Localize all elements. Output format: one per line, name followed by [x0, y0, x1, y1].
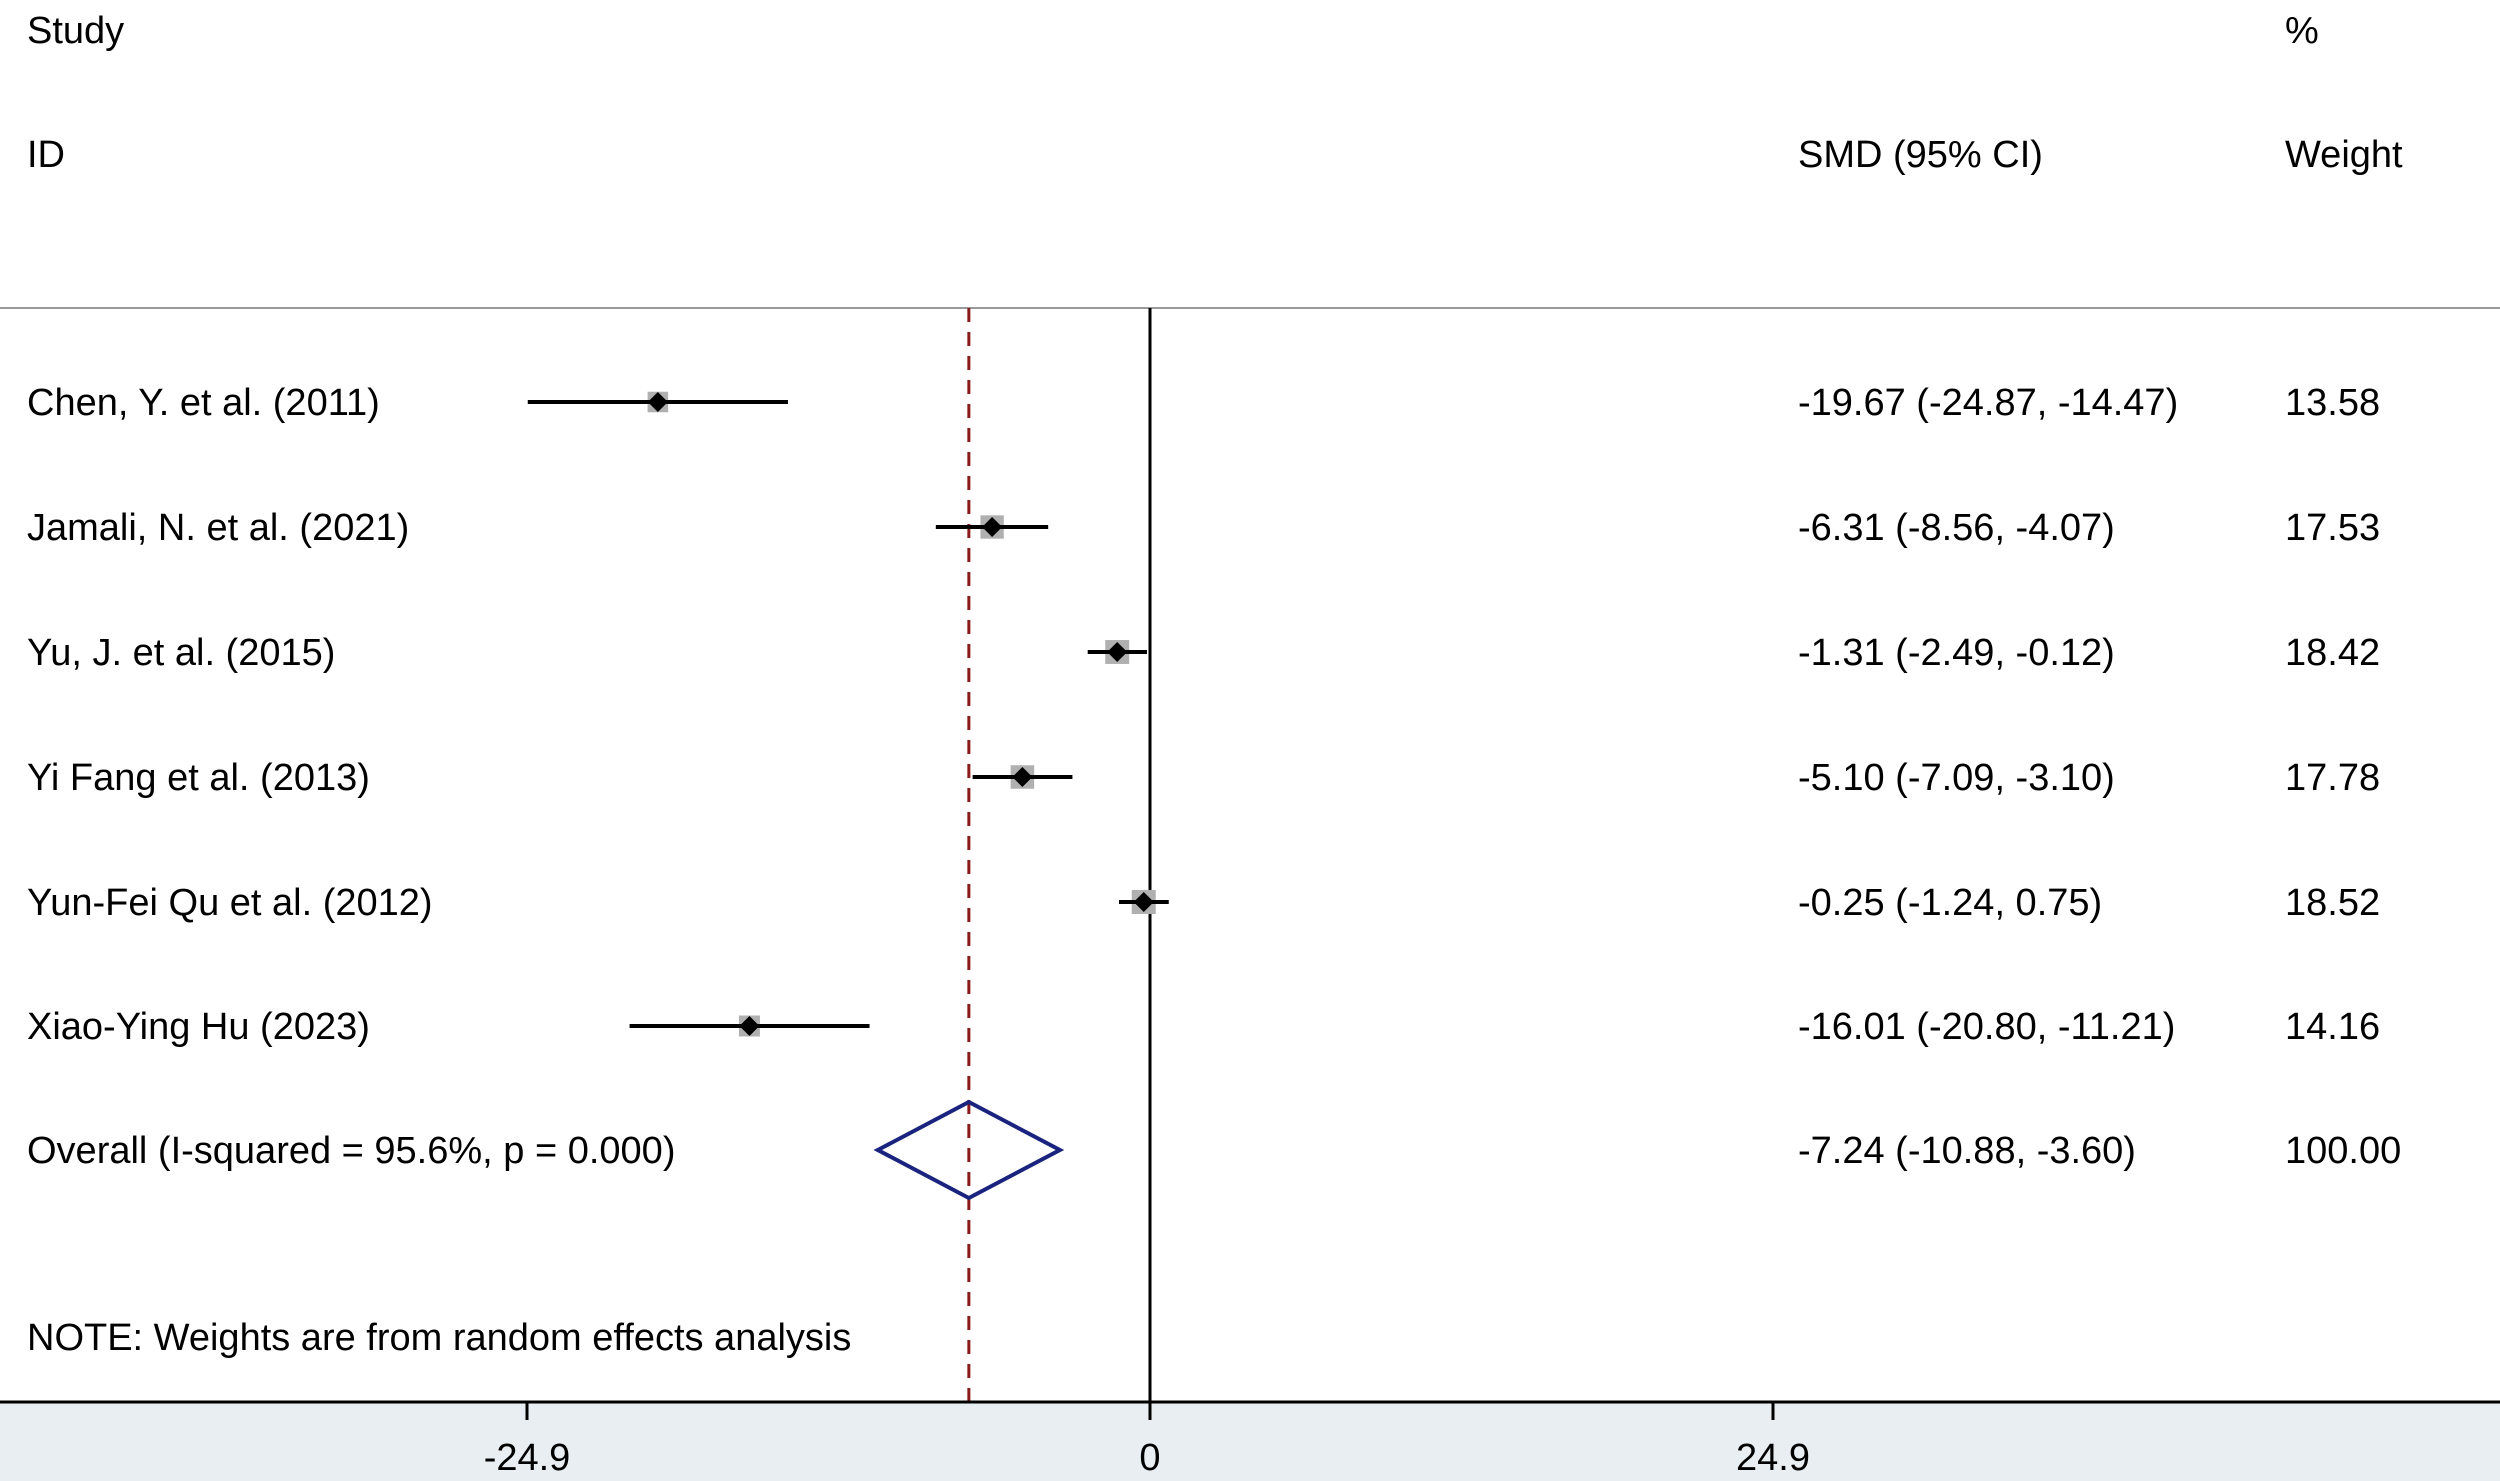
study-row: Yu, J. et al. (2015) -1.31 (-2.49, -0.12)… — [27, 632, 2380, 674]
study-label: Yi Fang et al. (2013) — [27, 757, 370, 799]
weight-text: 18.52 — [2285, 882, 2380, 924]
weight-text: 17.53 — [2285, 507, 2380, 549]
header-id: ID — [27, 134, 65, 176]
study-label: Xiao-Ying Hu (2023) — [27, 1006, 370, 1048]
point-estimate — [739, 1016, 760, 1036]
study-row: Chen, Y. et al. (2011) -19.67 (-24.87, -1… — [27, 382, 2380, 424]
axis-band — [0, 1402, 2500, 1481]
point-estimate — [1012, 767, 1033, 787]
overall-label: Overall (I-squared = 95.6%, p = 0.000) — [27, 1130, 675, 1172]
study-row: Yun-Fei Qu et al. (2012) -0.25 (-1.24, 0.… — [27, 882, 2380, 924]
study-label: Chen, Y. et al. (2011) — [27, 382, 380, 424]
point-estimate — [982, 517, 1003, 537]
ci-text: -19.67 (-24.87, -14.47) — [1798, 382, 2178, 424]
overall-row: Overall (I-squared = 95.6%, p = 0.000) -7… — [27, 1099, 2401, 1201]
study-label: Jamali, N. et al. (2021) — [27, 507, 409, 549]
overall-ci-text: -7.24 (-10.88, -3.60) — [1798, 1130, 2136, 1172]
study-row: Xiao-Ying Hu (2023) -16.01 (-20.80, -11.2… — [27, 1006, 2380, 1048]
ci-text: -0.25 (-1.24, 0.75) — [1798, 882, 2102, 924]
overall-weight-text: 100.00 — [2285, 1130, 2401, 1172]
ci-text: -6.31 (-8.56, -4.07) — [1798, 507, 2115, 549]
study-label: Yun-Fei Qu et al. (2012) — [27, 882, 433, 924]
ci-text: -5.10 (-7.09, -3.10) — [1798, 757, 2115, 799]
point-estimate — [647, 392, 668, 412]
weight-text: 14.16 — [2285, 1006, 2380, 1048]
study-label: Yu, J. et al. (2015) — [27, 632, 335, 674]
header-smd: SMD (95% CI) — [1798, 134, 2043, 176]
x-axis-ticks: -24.9 0 24.9 — [484, 1402, 1810, 1479]
weights-note: NOTE: Weights are from random effects an… — [27, 1317, 851, 1359]
point-estimate — [1107, 642, 1128, 662]
weight-text: 13.58 — [2285, 382, 2380, 424]
header-study: Study — [27, 10, 124, 52]
x-tick-label: 24.9 — [1736, 1437, 1810, 1479]
weight-text: 17.78 — [2285, 757, 2380, 799]
study-row: Jamali, N. et al. (2021) -6.31 (-8.56, -4… — [27, 507, 2380, 549]
x-tick-label: 0 — [1139, 1437, 1160, 1479]
point-estimate — [1133, 892, 1154, 912]
header-percent: % — [2285, 10, 2319, 52]
study-row: Yi Fang et al. (2013) -5.10 (-7.09, -3.10… — [27, 757, 2380, 799]
x-tick-label: -24.9 — [484, 1437, 571, 1479]
header-weight: Weight — [2285, 134, 2403, 176]
overall-diamond — [873, 1099, 1065, 1201]
ci-text: -1.31 (-2.49, -0.12) — [1798, 632, 2115, 674]
weight-text: 18.42 — [2285, 632, 2380, 674]
study-rows: Chen, Y. et al. (2011) -19.67 (-24.87, -1… — [27, 382, 2380, 1048]
ci-text: -16.01 (-20.80, -11.21) — [1798, 1006, 2175, 1048]
